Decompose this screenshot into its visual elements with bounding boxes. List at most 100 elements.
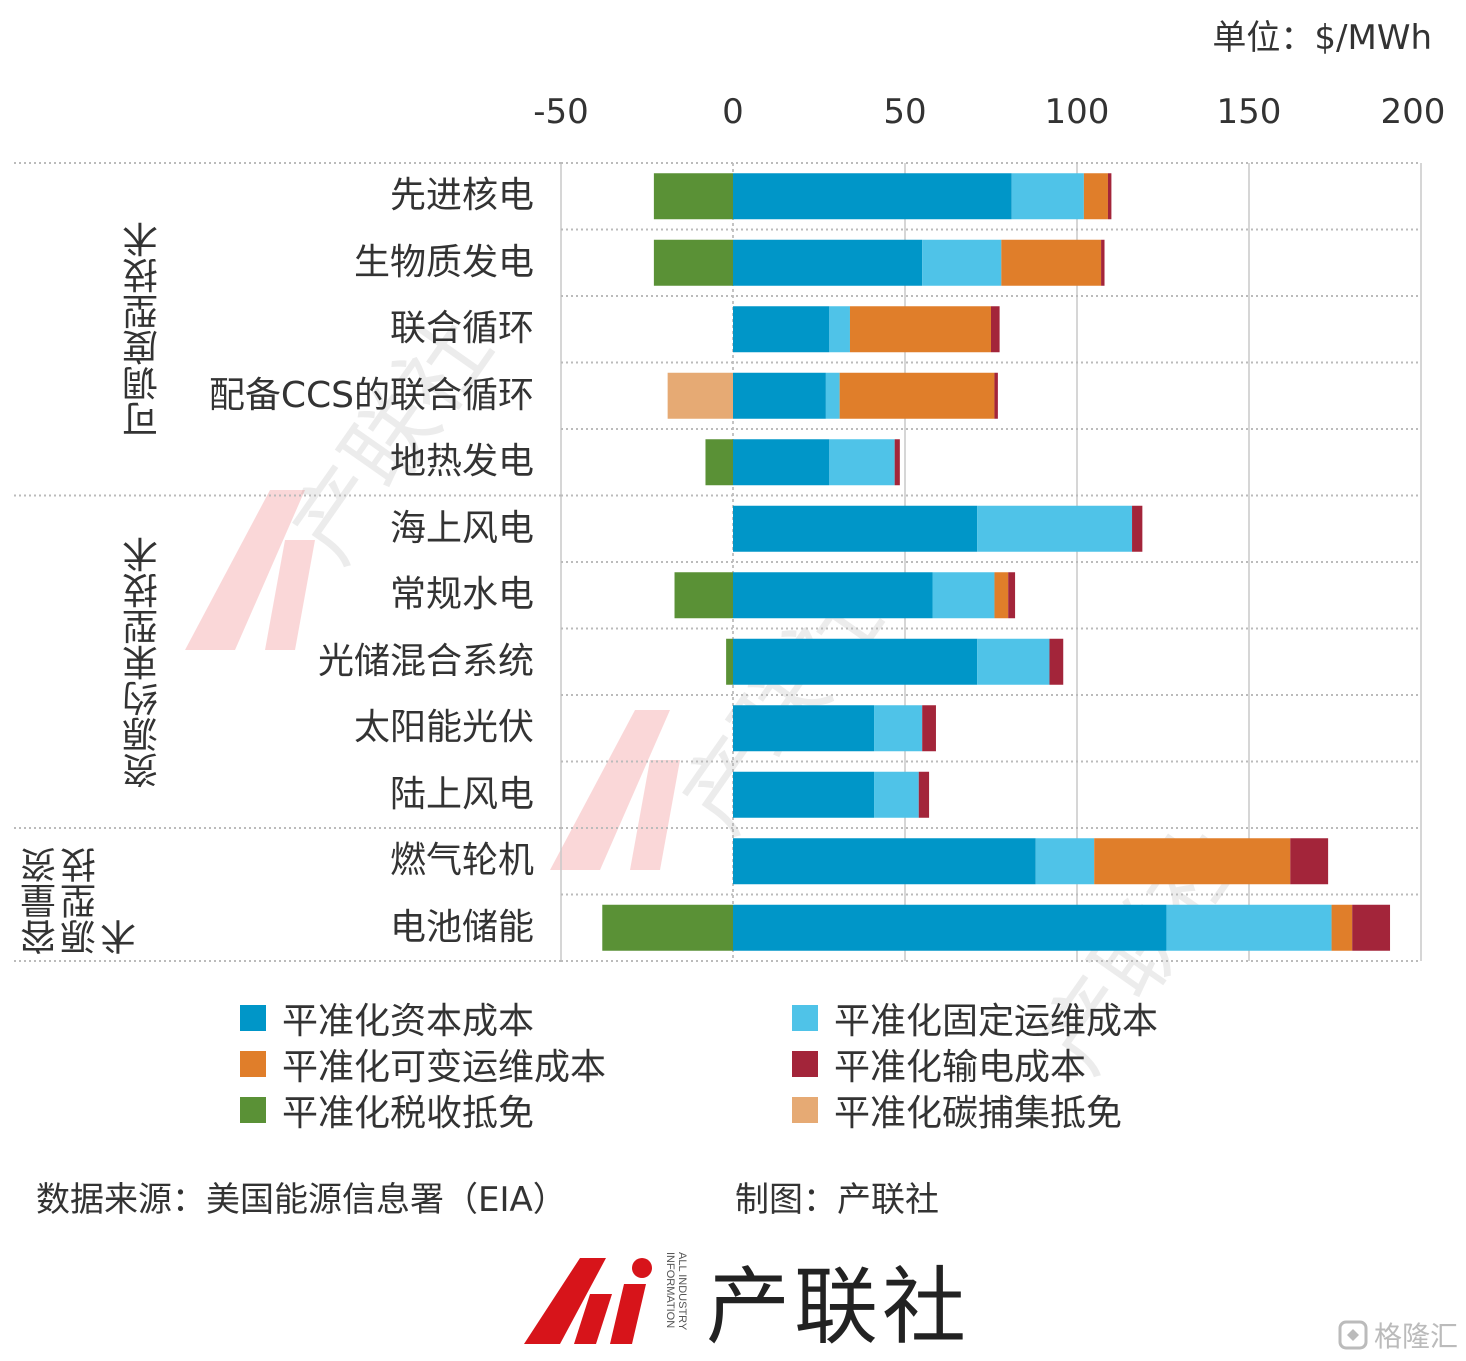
legend-swatch: [240, 1051, 266, 1077]
bar-segment: [705, 439, 733, 486]
bar-segment: [1166, 904, 1332, 951]
bar-segment: [733, 771, 875, 818]
bar-segment: [653, 173, 733, 220]
category-label: 配备CCS的联合循环: [208, 374, 534, 416]
bar-segment: [1094, 838, 1291, 885]
bar-segment: [1132, 505, 1143, 552]
brand-mark-icon: [524, 1258, 652, 1344]
bar-segment: [994, 372, 998, 419]
bar-segment: [733, 904, 1167, 951]
legend-label: 平准化碳捕集抵免: [834, 1093, 1123, 1134]
category-label: 太阳能光伏: [353, 707, 534, 749]
category-label: 地热发电: [389, 441, 534, 483]
bar-segment: [932, 572, 995, 619]
legend-item: 平准化税收抵免: [240, 1084, 534, 1136]
x-tick-label: 0: [722, 92, 744, 132]
bar-segment: [1001, 239, 1102, 286]
brand-logo: ALL INDUSTRY INFORMATION 产联社: [520, 1252, 970, 1356]
legend-item: 平准化固定运维成本: [792, 992, 1158, 1044]
x-tick-label: 150: [1216, 92, 1282, 132]
legend-swatch: [792, 1005, 818, 1031]
bar-segment: [839, 372, 995, 419]
badge-icon: [1338, 1320, 1368, 1350]
legend-swatch: [792, 1097, 818, 1123]
bar-segment: [1008, 572, 1016, 619]
bar-segment: [733, 572, 933, 619]
bar-segment: [874, 771, 919, 818]
bar-segment: [733, 439, 830, 486]
bar-segment: [977, 505, 1133, 552]
bar-segment: [1331, 904, 1353, 951]
bar-segment: [829, 306, 850, 353]
category-label: 海上风电: [389, 507, 534, 549]
category-label: 光储混合系统: [317, 640, 534, 682]
legend-item: 平准化资本成本: [240, 992, 534, 1044]
bar-segment: [726, 638, 733, 685]
bar-segment: [602, 904, 733, 951]
unit-label: 单位：$/MWh: [1212, 18, 1432, 58]
stacked-bar-chart: [14, 162, 1422, 962]
bar-segment: [994, 572, 1009, 619]
legend-swatch: [792, 1051, 818, 1077]
legend-swatch: [240, 1005, 266, 1031]
bar-segment: [825, 372, 840, 419]
badge-text: 格隆汇: [1373, 1320, 1458, 1353]
category-label: 常规水电: [389, 574, 534, 616]
x-tick-label: 100: [1044, 92, 1110, 132]
source-note: 数据来源：美国能源信息署（EIA）: [36, 1180, 567, 1220]
legend-item: 平准化输电成本: [792, 1038, 1086, 1090]
bar-segment: [874, 705, 923, 752]
legend-label: 平准化税收抵免: [282, 1093, 535, 1134]
legend-label: 平准化资本成本: [282, 1001, 535, 1042]
bar-segment: [674, 572, 733, 619]
bar-segment: [1049, 638, 1064, 685]
bar-segment: [922, 239, 1002, 286]
bar-segment: [1352, 904, 1391, 951]
bar-segment: [653, 239, 733, 286]
brand-subtitle: ALL INDUSTRY INFORMATION: [664, 1252, 688, 1331]
legend-item: 平准化可变运维成本: [240, 1038, 606, 1090]
bar-segment: [733, 306, 830, 353]
bar-segment: [667, 372, 733, 419]
group-label: 可调度型技术: [123, 221, 164, 438]
bar-segment: [991, 306, 1000, 353]
brand-name: 产联社: [706, 1257, 971, 1356]
credit-note: 制图：产联社: [735, 1180, 939, 1220]
group-label: 资源约束型技术: [123, 535, 164, 788]
bar-segment: [918, 771, 930, 818]
bar-segment: [733, 173, 1012, 220]
bar-segment: [733, 239, 923, 286]
legend-label: 平准化固定运维成本: [834, 1001, 1159, 1042]
bar-segment: [733, 638, 978, 685]
bar-segment: [829, 439, 895, 486]
bar-segment: [894, 439, 900, 486]
bar-segment: [733, 838, 1036, 885]
category-label: 陆上风电: [389, 773, 534, 815]
bar-segment: [733, 372, 826, 419]
x-tick-label: -50: [533, 92, 589, 132]
legend-swatch: [240, 1097, 266, 1123]
legend-item: 平准化碳捕集抵免: [792, 1084, 1122, 1136]
bar-segment: [1290, 838, 1329, 885]
bar-segment: [733, 505, 978, 552]
category-label: 燃气轮机: [389, 840, 534, 882]
bar-segment: [1107, 173, 1112, 220]
bar-segment: [1083, 173, 1108, 220]
x-tick-label: 50: [883, 92, 927, 132]
bar-segment: [733, 705, 875, 752]
bar-segment: [1011, 173, 1084, 220]
bar-segment: [849, 306, 991, 353]
bar-segment: [1035, 838, 1095, 885]
category-label: 联合循环: [389, 308, 534, 350]
bar-segment: [1101, 239, 1105, 286]
x-tick-label: 200: [1380, 92, 1446, 132]
category-label: 生物质发电: [353, 241, 534, 283]
bar-segment: [922, 705, 936, 752]
legend-label: 平准化可变运维成本: [282, 1047, 607, 1088]
legend-label: 平准化输电成本: [834, 1047, 1087, 1088]
group-label: 容量资源型技术: [21, 847, 142, 955]
bar-segment: [977, 638, 1050, 685]
corner-badge: 格隆汇: [1338, 1315, 1458, 1355]
category-label: 先进核电: [389, 175, 534, 217]
category-label: 电池储能: [389, 906, 534, 948]
